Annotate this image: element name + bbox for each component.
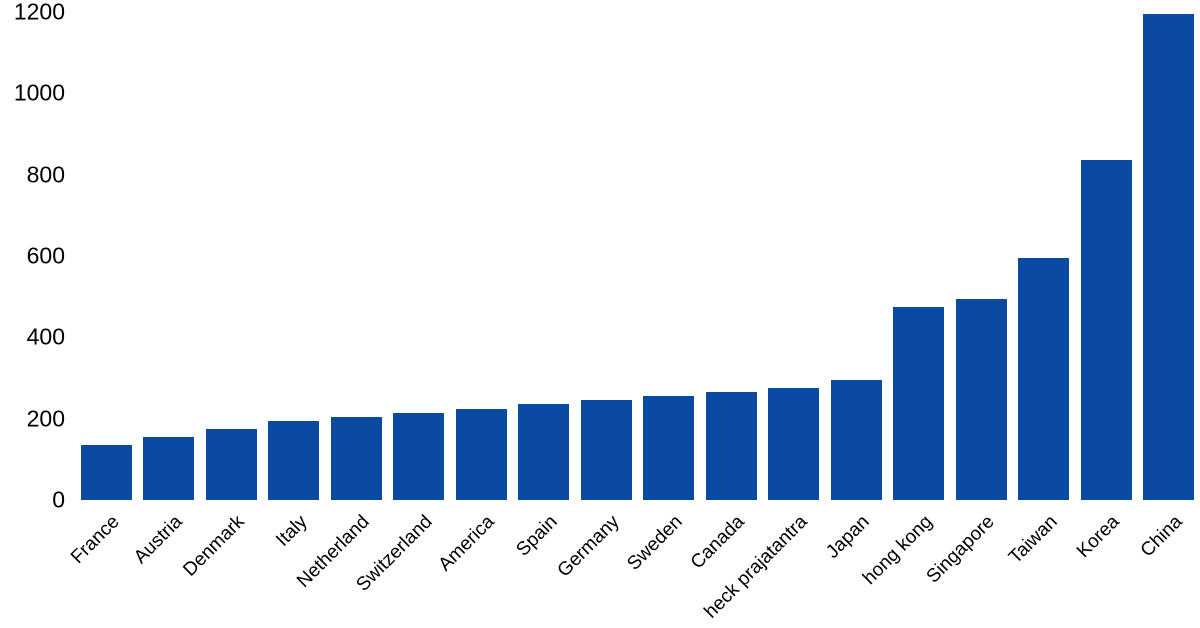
x-tick-label: Germany	[547, 500, 629, 582]
x-tick-label: Sweden	[616, 500, 691, 575]
bar	[393, 413, 444, 500]
bar	[81, 445, 132, 500]
x-tick-label: Italy	[265, 500, 317, 552]
bar	[206, 429, 257, 500]
bar-slot: Germany	[575, 12, 638, 500]
y-tick-label: 800	[27, 161, 75, 188]
bar-slot: Sweden	[638, 12, 701, 500]
bar	[1143, 14, 1194, 500]
bar-slot: Switzerland	[388, 12, 451, 500]
bar-chart: 0 200 400 600 800 1000 1200 FranceAustriaDenma…	[0, 0, 1200, 628]
bar	[831, 380, 882, 500]
bar	[893, 307, 944, 500]
bar-slot: Netherland	[325, 12, 388, 500]
bar	[1081, 160, 1132, 500]
bar-slot: France	[75, 12, 138, 500]
x-tick-label: Korea	[1066, 500, 1129, 563]
bar-slot: Denmark	[200, 12, 263, 500]
bar-slot: Korea	[1075, 12, 1138, 500]
y-tick-label: 1200	[14, 0, 75, 26]
bar	[331, 417, 382, 500]
bar-slot: hong kong	[888, 12, 951, 500]
bar	[518, 404, 569, 500]
bar-slot: Singapore	[950, 12, 1013, 500]
bar-slot: Taiwan	[1013, 12, 1076, 500]
bar-slot: Austria	[138, 12, 201, 500]
bar	[143, 437, 194, 500]
plot-area: 020040060080010001200 FranceAustriaDenma…	[75, 12, 1200, 500]
bar-slot: Japan	[825, 12, 888, 500]
bar-slot: Italy	[263, 12, 326, 500]
bar	[706, 392, 757, 500]
bar	[581, 400, 632, 500]
bar-slot: Spain	[513, 12, 576, 500]
bar	[268, 421, 319, 500]
x-tick-label: America	[428, 500, 504, 576]
x-tick-label: Taiwan	[998, 500, 1067, 569]
bar	[1018, 258, 1069, 500]
bar-slot: China	[1138, 12, 1200, 500]
y-tick-label: 1000	[14, 80, 75, 107]
x-tick-label: Denmark	[173, 500, 254, 581]
bar	[956, 299, 1007, 500]
y-tick-label: 0	[52, 487, 75, 514]
bar	[456, 409, 507, 501]
bars-container: FranceAustriaDenmarkItalyNetherlandSwitz…	[75, 12, 1200, 500]
bar-slot: heck prajatantra	[763, 12, 826, 500]
bar-slot: Canada	[700, 12, 763, 500]
bar	[643, 396, 694, 500]
bar-slot: America	[450, 12, 513, 500]
y-tick-label: 200	[27, 405, 75, 432]
y-tick-label: 400	[27, 324, 75, 351]
y-tick-label: 600	[27, 243, 75, 270]
bar	[768, 388, 819, 500]
x-tick-label: China	[1129, 500, 1191, 562]
